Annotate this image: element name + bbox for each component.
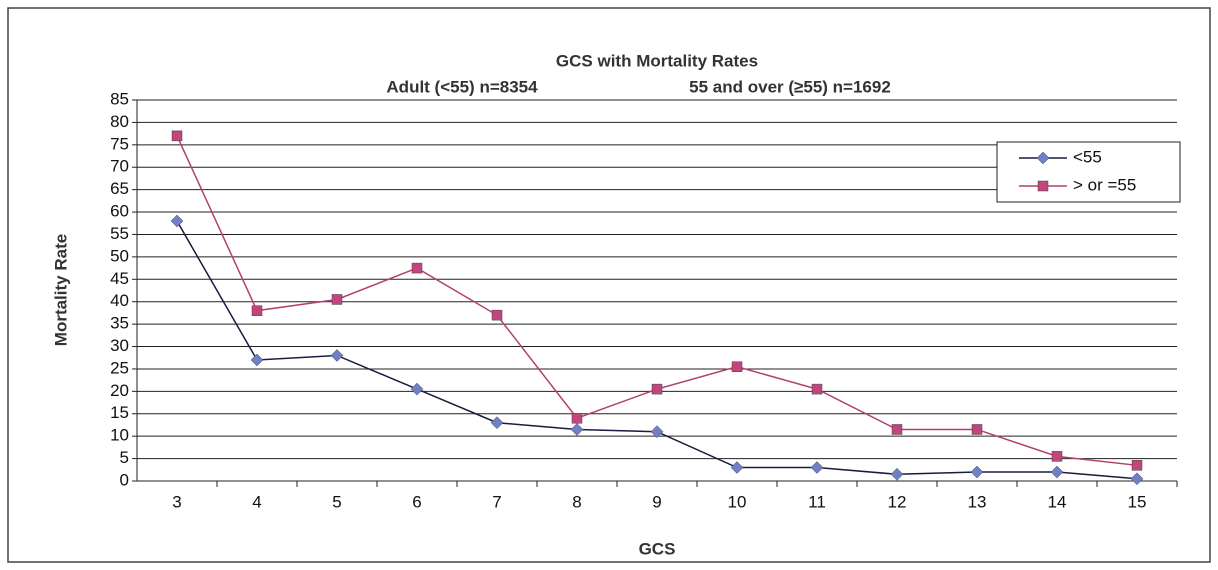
x-tick-label: 5 [332, 492, 341, 511]
chart-border [7, 7, 1211, 563]
data-point [410, 382, 424, 396]
chart-subtitle: Adult (<55) n=8354 [386, 77, 538, 96]
y-tick-label: 85 [110, 89, 129, 108]
y-axis-label: Mortality Rate [51, 234, 70, 346]
y-tick-label: 45 [110, 269, 129, 288]
x-tick-label: 13 [968, 492, 987, 511]
data-point [571, 412, 583, 424]
data-point [651, 383, 663, 395]
y-tick-label: 80 [110, 112, 129, 131]
data-point [970, 465, 984, 479]
data-point [331, 294, 343, 305]
data-point [650, 425, 664, 439]
y-tick-label: 70 [110, 157, 129, 176]
y-tick-label: 75 [110, 134, 129, 153]
data-point [491, 309, 503, 321]
x-tick-label: 6 [412, 492, 421, 511]
data-point [490, 416, 504, 430]
y-tick-label: 10 [110, 426, 129, 445]
data-point [731, 361, 743, 372]
data-point [250, 353, 264, 367]
data-point [570, 423, 584, 436]
y-tick-label: 35 [110, 314, 129, 333]
y-tick-label: 15 [110, 403, 129, 422]
x-tick-label: 3 [172, 492, 181, 511]
chart-subtitle: 55 and over (≥55) n=1692 [689, 77, 891, 96]
data-point [811, 383, 823, 395]
y-tick-label: 0 [120, 470, 129, 489]
x-tick-label: 9 [652, 492, 661, 511]
legend-box [996, 141, 1181, 203]
x-tick-label: 12 [888, 492, 907, 511]
legend-label: <55 [1073, 147, 1102, 166]
x-tick-label: 8 [572, 492, 581, 511]
data-point [810, 461, 824, 474]
data-point [411, 262, 423, 274]
legend-label: > or =55 [1073, 175, 1136, 194]
data-point [730, 461, 744, 474]
data-point [1050, 465, 1064, 479]
y-tick-label: 40 [110, 291, 129, 310]
data-point [971, 424, 983, 435]
data-point [891, 424, 903, 435]
y-tick-label: 5 [120, 448, 129, 467]
data-point [171, 130, 183, 142]
x-tick-label: 4 [252, 492, 261, 511]
data-point [1051, 451, 1063, 462]
y-tick-label: 50 [110, 246, 129, 265]
legend-marker [1037, 180, 1049, 192]
x-tick-label: 7 [492, 492, 501, 511]
x-tick-label: 10 [728, 492, 747, 511]
x-axis-label: GCS [639, 539, 676, 558]
data-point [1130, 472, 1144, 486]
y-tick-label: 20 [110, 381, 129, 400]
y-tick-label: 55 [110, 224, 129, 243]
data-point [170, 214, 184, 228]
data-point [1131, 460, 1143, 471]
x-tick-label: 11 [808, 492, 826, 511]
y-tick-label: 30 [110, 336, 129, 355]
chart-title: GCS with Mortality Rates [556, 51, 758, 70]
series-line [176, 220, 1138, 480]
y-tick-label: 25 [110, 358, 129, 377]
legend-marker [1036, 151, 1050, 165]
x-tick-label: 14 [1048, 492, 1067, 511]
y-tick-label: 60 [110, 202, 129, 221]
data-point [330, 349, 344, 362]
data-point [251, 305, 263, 316]
data-point [890, 467, 904, 481]
series-line [176, 135, 1138, 467]
x-tick-label: 15 [1128, 492, 1147, 511]
y-tick-label: 65 [110, 179, 129, 198]
